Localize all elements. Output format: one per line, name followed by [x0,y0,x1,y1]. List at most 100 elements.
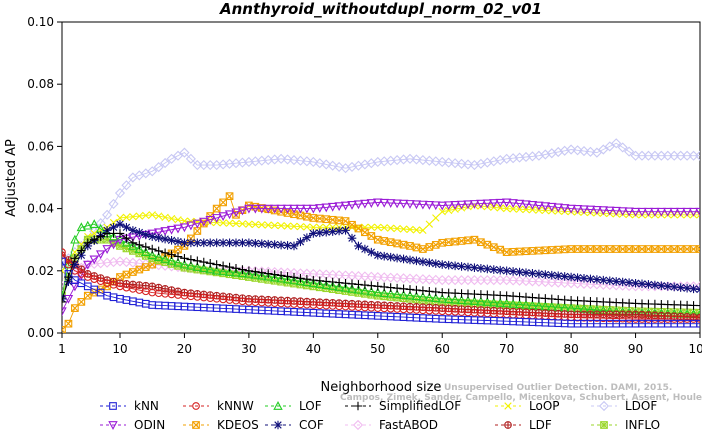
series-point-odin [482,199,493,209]
series-point-ldof [147,166,158,177]
series-point-cof [425,258,434,268]
series-point-lof [418,291,428,301]
series-point-ldof [437,156,448,168]
series-point-odin [218,212,228,222]
legend-item-ldf: LDF [495,418,552,432]
series-point-ldof [295,155,306,166]
series-point-odin [186,221,196,231]
legend-marker-knnw [192,402,200,410]
series-point-simplifiedlof [96,232,105,241]
series-point-ldof [288,155,300,166]
series-point-lof [83,220,93,230]
series-point-loop [283,222,292,230]
series-point-kdeos [567,245,575,253]
series-point-cof [115,219,125,229]
series-point-loop [316,223,324,231]
series-point-ldof [153,162,164,173]
legend-label-kdeos: KDEOS [217,418,259,432]
series-point-simplifiedlof [77,246,86,255]
series-point-cof [154,233,163,243]
series-point-ldof [617,142,628,153]
series-point-simplifiedlof [695,301,700,310]
series-point-lof [482,297,493,306]
series-point-odin [501,198,512,208]
series-point-odin [321,203,331,213]
series-point-lof [269,272,280,282]
series-point-cof [457,262,466,271]
series-point-cof [521,268,531,277]
legend-label-odin: ODIN [134,418,165,432]
series-point-cof [412,256,421,266]
series-point-odin [398,199,409,209]
series-point-ldof [462,159,474,170]
series-point-simplifiedlof [283,272,292,281]
series-point-simplifiedlof [289,273,299,282]
series-point-lof [405,290,415,300]
series-point-cof [592,275,602,284]
series-point-kdeos [509,248,517,256]
series-point-inflo [212,268,221,277]
series-point-lof [231,267,241,277]
series-point-cof [289,241,299,251]
series-point-kdeos [696,245,700,253]
series-point-cof [238,238,247,248]
series-point-simplifiedlof [418,286,428,296]
series-point-odin [617,207,628,217]
series-point-fastabod [559,277,570,289]
series-point-odin [289,204,299,214]
series-point-ldof [411,154,422,165]
series-point-kdeos [689,245,698,253]
series-point-ldof [404,153,416,164]
series-point-kdeos [141,263,150,271]
series-point-lof [218,266,228,276]
series-point-ldof [430,156,441,167]
series-point-ldof [172,150,184,161]
series-point-simplifiedlof [231,264,241,273]
series-point-odin [153,228,164,238]
series-point-loop [419,226,427,235]
series-point-cof [328,227,337,236]
series-point-simplifiedlof [167,250,176,259]
series-point-loop [238,220,247,228]
series-point-odin [321,203,331,213]
series-point-lof [411,291,422,301]
series-point-odin [630,207,641,217]
series-point-cof [450,261,460,271]
series-point-inflo [683,308,691,317]
series-point-simplifiedlof [405,285,415,294]
series-point-cof [418,257,428,267]
series-point-kdeos [129,268,137,276]
series-point-ldof [160,157,171,169]
series-point-odin [282,204,293,214]
series-point-kdeos [651,245,659,253]
series-point-simplifiedlof [328,277,337,287]
series-point-odin [663,207,673,217]
series-point-lof [237,268,248,278]
series-point-lof [141,247,151,256]
series-point-fastabod [508,275,519,286]
series-point-odin [360,199,370,209]
series-point-simplifiedlof [289,273,299,282]
series-point-odin [102,245,112,254]
series-point-cof [657,281,666,291]
series-point-odin [224,210,235,220]
series-point-cof [483,264,492,274]
series-point-ldf [606,311,614,318]
series-point-fastabod [372,271,383,283]
series-point-odin [624,207,634,217]
series-point-fastabod [546,277,557,288]
series-point-kdeos [457,237,466,245]
series-point-lof [147,250,157,260]
series-point-kdeos [412,243,421,252]
series-point-lof [353,284,364,294]
legend-label-lof: LOF [299,399,322,413]
series-point-loop [412,226,421,234]
series-point-kdeos [71,304,79,312]
series-point-simplifiedlof [418,286,428,296]
series-point-lof [160,254,170,263]
series-point-odin [456,200,467,210]
series-point-lof [108,231,119,241]
series-point-loop [438,208,446,216]
series-point-loop [303,223,311,231]
series-point-odin [443,201,454,211]
